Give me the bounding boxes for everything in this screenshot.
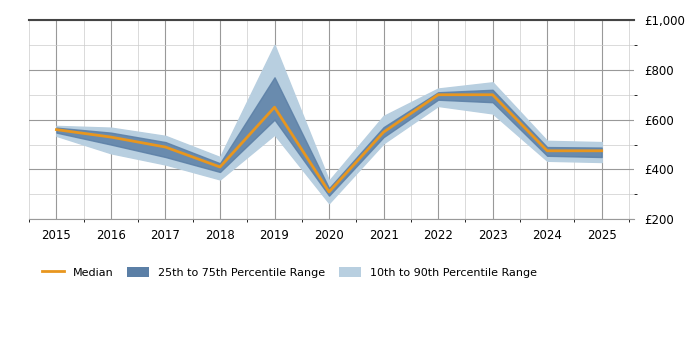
Median [434, 93, 442, 97]
Median [325, 190, 333, 194]
Median [598, 149, 606, 153]
Median [489, 93, 497, 97]
Median [52, 127, 61, 132]
Median [379, 130, 388, 134]
Line: Median: Median [57, 95, 602, 192]
Legend: Median, 25th to 75th Percentile Range, 10th to 90th Percentile Range: Median, 25th to 75th Percentile Range, 1… [42, 267, 537, 278]
Median [161, 145, 169, 149]
Median [543, 149, 552, 153]
Median [216, 165, 224, 169]
Median [270, 105, 279, 109]
Median [107, 135, 116, 139]
